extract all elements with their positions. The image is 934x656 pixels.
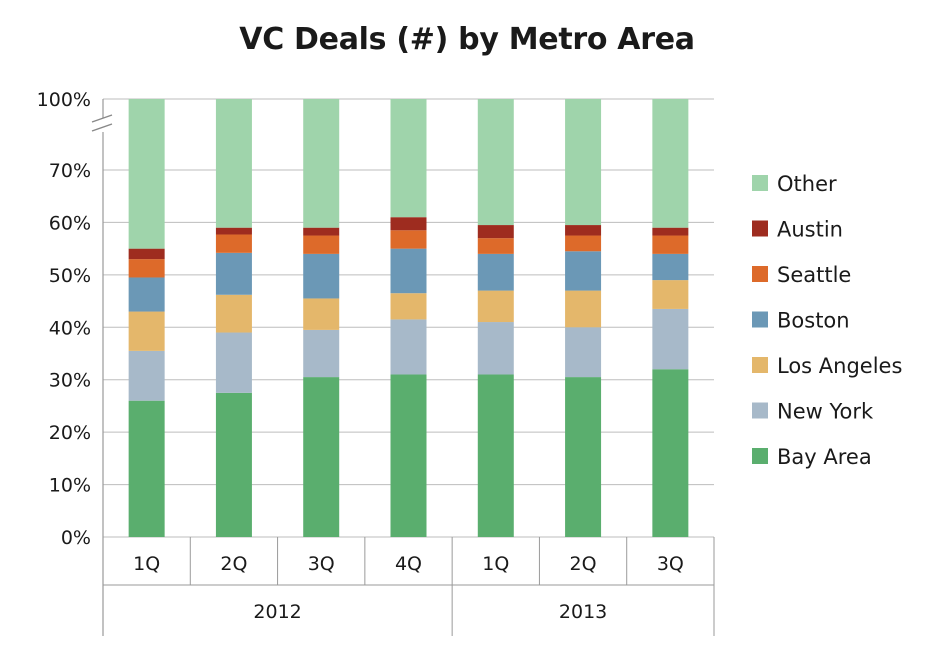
legend-item: Seattle [752,263,851,287]
bar-segment-bay-area [565,377,602,537]
y-tick-label: 20% [49,422,91,444]
y-tick-label: 40% [49,317,91,339]
group-label: 2013 [559,601,607,623]
bar-segment-boston [565,251,602,291]
bar-segment-new-york [565,327,602,378]
bar-segment-austin [652,227,689,236]
bar-segment-seattle [303,235,340,254]
bar-segment-boston [128,277,165,312]
bar-segment-new-york [128,350,165,401]
bar-segment-los-angeles [565,290,602,328]
bar-segment-boston [215,252,252,295]
x-tick-label: 3Q [657,553,684,575]
bar-segment-other [477,99,514,226]
y-tick-label: 10% [49,475,91,497]
axis-break-mark [91,123,113,132]
y-tick-label: 100% [37,89,91,111]
x-tick-label: 4Q [395,553,422,575]
y-tick-label: 70% [49,160,91,182]
legend-swatch [752,402,768,419]
bar-segment-austin [390,217,427,231]
bar-segment-los-angeles [128,311,165,351]
legend-swatch [752,175,768,191]
bar-segment-seattle [215,234,252,253]
chart-title: VC Deals (#) by Metro Area [239,22,695,57]
bar-segment-new-york [215,332,252,393]
bar-segment-other [390,99,427,218]
bar-segment-seattle [390,230,427,249]
y-tick-label: 50% [49,265,91,287]
axis-break-mark [91,114,113,123]
bar-segment-seattle [565,235,602,252]
legend-label: Los Angeles [777,354,902,378]
bar-segment-bay-area [390,374,427,537]
x-tick-label: 1Q [482,553,509,575]
bar-segment-austin [215,227,252,235]
bar-segment-austin [128,248,165,260]
bar-segment-other [215,99,252,228]
bar-segment-boston [303,253,340,299]
bar-segment-other [652,99,689,228]
y-tick-label: 60% [49,212,91,234]
legend-swatch [752,266,768,282]
legend-item: Bay Area [752,445,872,469]
bar-segment-new-york [652,308,689,370]
legend-label: Boston [777,309,850,333]
bar-segment-other [128,99,165,249]
legend-label: Austin [777,218,843,242]
bar-segment-other [565,99,602,226]
bar-segment-austin [477,225,514,239]
legend-item: Boston [752,309,850,333]
y-tick-label: 30% [49,370,91,392]
bar-segment-austin [303,227,340,236]
bar-segment-new-york [303,329,340,378]
x-tick-label: 2Q [570,553,597,575]
bar-segment-boston [652,253,689,281]
legend-item: New York [752,400,874,424]
legend-item: Los Angeles [752,354,902,378]
legend-item: Other [752,172,837,196]
legend-swatch [752,220,768,237]
bar-segment-bay-area [303,377,340,537]
legend-label: Bay Area [777,445,872,469]
bar-segment-los-angeles [303,298,340,330]
legend-label: New York [777,400,874,424]
bar-segment-seattle [128,259,165,278]
legend-swatch [752,357,768,373]
bar-segment-los-angeles [652,280,689,309]
y-tick-label: 0% [61,527,91,549]
legend-swatch [752,311,768,328]
legend-item: Austin [752,218,843,242]
bar-segment-seattle [477,238,514,254]
bar-segment-bay-area [128,400,165,537]
bar-segment-los-angeles [215,294,252,333]
legend-label: Other [777,172,837,196]
x-tick-label: 3Q [308,553,335,575]
group-label: 2012 [253,601,301,623]
x-tick-label: 2Q [220,553,247,575]
legend-swatch [752,448,768,464]
x-tick-label: 1Q [133,553,160,575]
bar-segment-bay-area [477,374,514,537]
bar-segment-bay-area [652,369,689,537]
bar-segment-seattle [652,235,689,254]
bar-segment-other [303,99,340,228]
bar-segment-boston [477,253,514,291]
bar-segment-los-angeles [390,293,427,320]
bar-segment-los-angeles [477,290,514,323]
bar-segment-new-york [477,322,514,375]
legend-label: Seattle [777,263,851,287]
bar-segment-new-york [390,319,427,375]
bar-segment-bay-area [215,392,252,537]
bar-segment-boston [390,248,427,294]
bar-segment-austin [565,225,602,236]
